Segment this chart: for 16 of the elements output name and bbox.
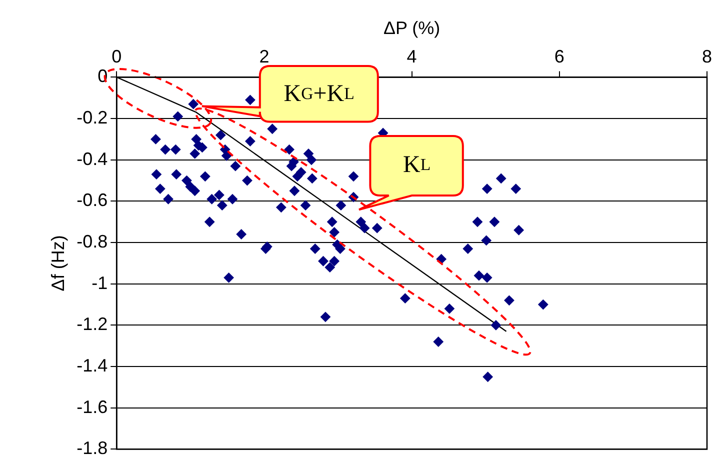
- y-axis-title: Δf (Hz): [48, 235, 68, 292]
- y-tick-label: -0.6: [76, 190, 108, 210]
- y-tick-label: -1.6: [76, 396, 108, 417]
- y-tick-label: -1.2: [76, 314, 108, 334]
- y-tick-label: -0.2: [76, 108, 108, 128]
- y-tick-label: -1.8: [76, 438, 108, 458]
- x-tick-label: 6: [554, 46, 564, 66]
- y-tick-label: -1: [92, 272, 108, 293]
- x-axis-title: ΔP (%): [383, 18, 440, 38]
- y-tick-label: -0.4: [76, 148, 108, 169]
- y-tick-label: -0.8: [76, 232, 108, 252]
- x-tick-label: 0: [112, 46, 122, 66]
- x-tick-label: 4: [406, 46, 417, 66]
- x-tick-label: 2: [259, 46, 270, 66]
- x-tick-label: 8: [702, 46, 712, 66]
- y-tick-label: -1.4: [76, 356, 108, 376]
